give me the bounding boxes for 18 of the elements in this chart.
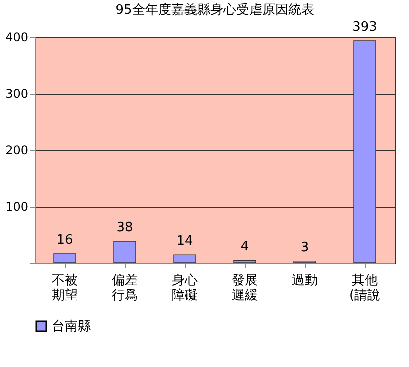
x-tick-label: 其他(請說 — [349, 274, 381, 304]
x-tick-label: 發展遲緩 — [232, 274, 258, 304]
y-tick-label: 100 — [6, 200, 28, 214]
x-tick-label: 過動 — [292, 274, 318, 288]
data-label: 393 — [352, 20, 378, 35]
data-label: 4 — [240, 240, 250, 255]
y-tick-label: 300 — [6, 87, 28, 101]
data-label: 14 — [176, 234, 194, 250]
x-tick-label: 偏差行爲 — [112, 274, 138, 304]
data-label: 16 — [56, 232, 74, 248]
data-label: 3 — [300, 240, 310, 256]
x-tick-label: 身心障礙 — [172, 272, 198, 304]
x-tick-label: 不被期望 — [52, 274, 78, 304]
legend-label: 台南縣 — [52, 320, 91, 334]
y-tick-label: 400 — [6, 30, 28, 44]
chart-title: 95全年度嘉義縣身心受虐原因統表 — [116, 2, 314, 18]
data-label: 38 — [116, 220, 134, 236]
y-tick-label: 200 — [6, 144, 28, 158]
